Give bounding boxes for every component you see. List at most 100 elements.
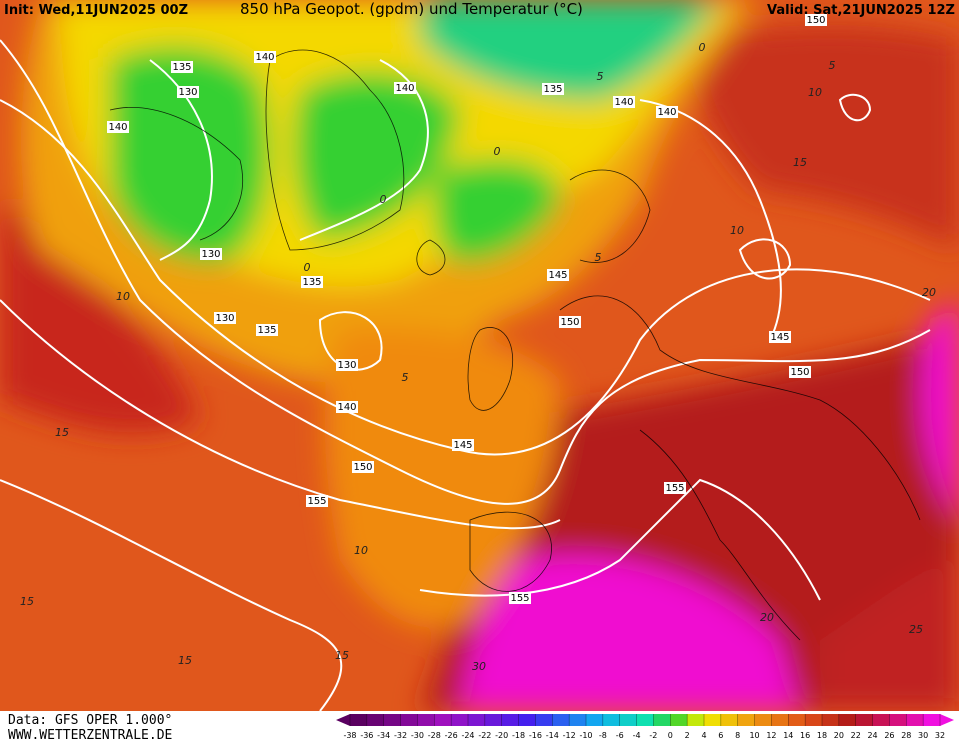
geopotential-label: 145 <box>548 270 567 281</box>
geopotential-label: 150 <box>353 462 372 473</box>
colorbar-cell <box>586 714 604 726</box>
temperature-label: 0 <box>380 193 387 206</box>
colorbar-label: 24 <box>867 731 877 740</box>
colorbar-label: 26 <box>884 731 894 740</box>
geopotential-label: 140 <box>657 107 676 118</box>
colorbar-label: -14 <box>546 731 559 740</box>
label-box <box>336 401 358 413</box>
geopotential-label: 135 <box>543 84 562 95</box>
label-box <box>254 51 276 63</box>
label-box <box>664 482 686 494</box>
colorbar-arrow-high <box>940 714 954 726</box>
colorbar-cell <box>484 714 503 726</box>
colorbar-label: 10 <box>749 731 759 740</box>
colorbar-label: -2 <box>649 731 657 740</box>
colorbar-cell <box>535 714 553 726</box>
temperature-label: 10 <box>116 290 130 303</box>
geopotential-label: 140 <box>395 83 414 94</box>
colorbar-cell <box>720 714 739 726</box>
label-box <box>613 96 635 108</box>
colorbar-label: -10 <box>579 731 592 740</box>
colorbar-cell <box>670 714 688 726</box>
colorbar-cell <box>687 714 705 726</box>
label-box <box>301 276 323 288</box>
geopotential-label: 155 <box>307 496 326 507</box>
temperature-label: 5 <box>402 371 409 384</box>
geopotential-label: 150 <box>806 15 825 26</box>
colorbar-cell <box>619 714 638 726</box>
temperature-label: 0 <box>494 145 501 158</box>
colorbar-label: 2 <box>685 731 690 740</box>
init-time: Init: Wed,11JUN2025 00Z <box>4 3 188 18</box>
colorbar-cell <box>737 714 756 726</box>
label-box <box>656 106 678 118</box>
label-box <box>200 248 222 260</box>
geopotential-label: 135 <box>302 277 321 288</box>
colorbar-cell <box>906 714 924 726</box>
temperature-label: 20 <box>922 286 936 299</box>
colorbar-label: 6 <box>718 731 723 740</box>
temperature-labels: 5 0 0 0 5 10 5 15 10 15 15 15 20 25 30 10 15 10 5 20 0 <box>20 41 936 673</box>
temperature-label: 25 <box>909 623 923 636</box>
label-box <box>452 439 474 451</box>
geopotential-contours <box>0 39 931 711</box>
label-box <box>107 121 129 133</box>
label-box <box>177 86 199 98</box>
temperature-label: 15 <box>20 595 34 608</box>
colorbar-cell <box>552 714 570 726</box>
temperature-label: 10 <box>730 224 744 237</box>
geopotential-label: 135 <box>172 62 191 73</box>
colorbar-cell <box>923 714 941 726</box>
label-box <box>542 83 564 95</box>
temperature-label: 0 <box>699 41 706 54</box>
valid-time: Valid: Sat,21JUN2025 12Z <box>767 3 955 18</box>
temperature-label: 5 <box>597 70 604 83</box>
temperature-label: 15 <box>55 426 69 439</box>
colorbar-label: -12 <box>563 731 576 740</box>
geopotential-label: 140 <box>337 402 356 413</box>
colorbar-label: -34 <box>377 731 390 740</box>
map-title: 850 hPa Geopot. (gpdm) und Temperatur (°… <box>240 0 583 18</box>
geopotential-label: 140 <box>108 122 127 133</box>
colorbar-cell <box>889 714 907 726</box>
label-box <box>789 366 811 378</box>
colorbar-cell <box>838 714 857 726</box>
temperature-label: 15 <box>793 156 807 169</box>
colorbar-label: 22 <box>851 731 861 740</box>
colorbar-label: 0 <box>668 731 673 740</box>
geopotential-label: 130 <box>337 360 356 371</box>
colorbar-label: -36 <box>360 731 373 740</box>
colorbar-cell <box>434 714 452 726</box>
colorbar-label: -32 <box>394 731 407 740</box>
colorbar-label: -16 <box>529 731 542 740</box>
label-box <box>171 61 193 73</box>
colorbar-cell <box>822 714 840 726</box>
label-box <box>256 324 278 336</box>
geopotential-label: 140 <box>255 52 274 63</box>
geopotential-label: 150 <box>790 367 809 378</box>
temperature-label: 10 <box>808 86 822 99</box>
colorbar-label: 32 <box>935 731 945 740</box>
colorbar-label: 12 <box>766 731 776 740</box>
label-box <box>214 312 236 324</box>
coastlines <box>109 49 921 641</box>
geopotential-label: 150 <box>560 317 579 328</box>
colorbar-label: 14 <box>783 731 793 740</box>
colorbar-cell <box>653 714 671 726</box>
colorbar-cell <box>366 714 385 726</box>
label-box <box>336 359 358 371</box>
colorbar-cell <box>805 714 823 726</box>
colorbar-cell <box>468 714 486 726</box>
geopotential-label: 145 <box>453 440 472 451</box>
label-box <box>805 14 827 26</box>
colorbar-label: -26 <box>445 731 458 740</box>
colorbar-label: 4 <box>701 731 706 740</box>
geopotential-label: 145 <box>770 332 789 343</box>
temperature-label: 5 <box>595 251 602 264</box>
label-box <box>769 331 791 343</box>
colorbar-label: -18 <box>512 731 525 740</box>
colorbar-label: -28 <box>428 731 441 740</box>
